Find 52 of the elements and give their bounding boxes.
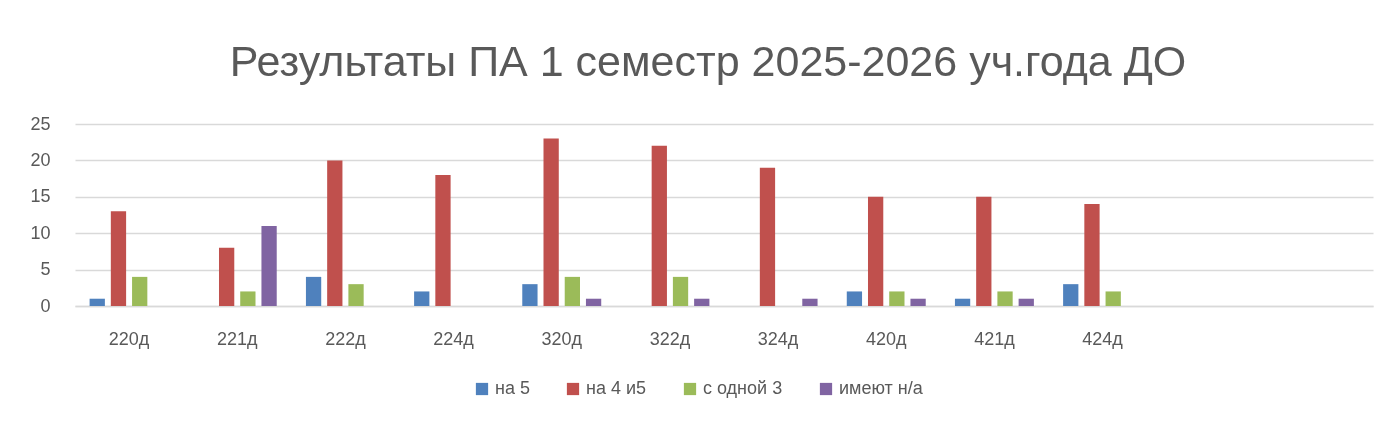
- bar: [110, 211, 127, 306]
- x-tick-label: 320д: [541, 328, 583, 349]
- bar: [435, 174, 451, 306]
- y-tick-label: 5: [40, 259, 51, 280]
- bar: [261, 225, 277, 306]
- x-tick-label: 421д: [974, 328, 1016, 349]
- legend-label: имеют н/а: [839, 378, 924, 398]
- bar: [672, 276, 689, 306]
- bar: [564, 276, 580, 306]
- bar: [89, 298, 105, 306]
- bar: [694, 298, 710, 306]
- bar: [132, 276, 148, 306]
- bar: [954, 298, 971, 306]
- bar: [1105, 291, 1121, 306]
- x-tick-label: 420д: [865, 328, 908, 349]
- chart-title: Результаты ПА 1 семестр 2025-2026 уч.года ДО: [229, 37, 1187, 85]
- bar: [868, 196, 884, 306]
- y-tick-label: 0: [40, 295, 51, 316]
- bar: [759, 167, 776, 306]
- x-tick-label: 220д: [108, 328, 150, 349]
- bar: [348, 284, 364, 306]
- bar: [305, 276, 322, 306]
- x-tick-label: 221д: [216, 328, 259, 349]
- y-tick-label: 20: [30, 149, 51, 170]
- y-tick-label: 15: [30, 186, 51, 207]
- bar: [910, 298, 926, 306]
- bar: [846, 291, 863, 306]
- bar: [414, 291, 430, 306]
- legend-label: с одной 3: [703, 378, 783, 398]
- bar: [1063, 284, 1079, 306]
- y-tick-label: 25: [30, 113, 51, 134]
- legend-label: на 5: [495, 378, 530, 398]
- x-tick-label: 222д: [325, 328, 367, 349]
- bar: [802, 298, 818, 306]
- x-tick-label: 424д: [1082, 328, 1124, 349]
- bar: [585, 298, 602, 306]
- bar: [219, 247, 235, 306]
- x-tick-label: 224д: [433, 328, 475, 349]
- x-tick-label: 324д: [757, 328, 799, 349]
- x-tick-label: 322д: [649, 328, 691, 349]
- bar: [327, 160, 343, 306]
- bar: [240, 291, 256, 306]
- bar: [889, 291, 905, 306]
- bar: [976, 196, 992, 306]
- y-tick-label: 10: [30, 222, 51, 243]
- bar: [543, 138, 559, 306]
- bar: [651, 145, 667, 306]
- bar: [522, 284, 538, 306]
- legend-label: на 4 и5: [586, 378, 647, 398]
- bar: [997, 291, 1013, 306]
- bar: [1018, 298, 1034, 306]
- bar: [1084, 204, 1100, 306]
